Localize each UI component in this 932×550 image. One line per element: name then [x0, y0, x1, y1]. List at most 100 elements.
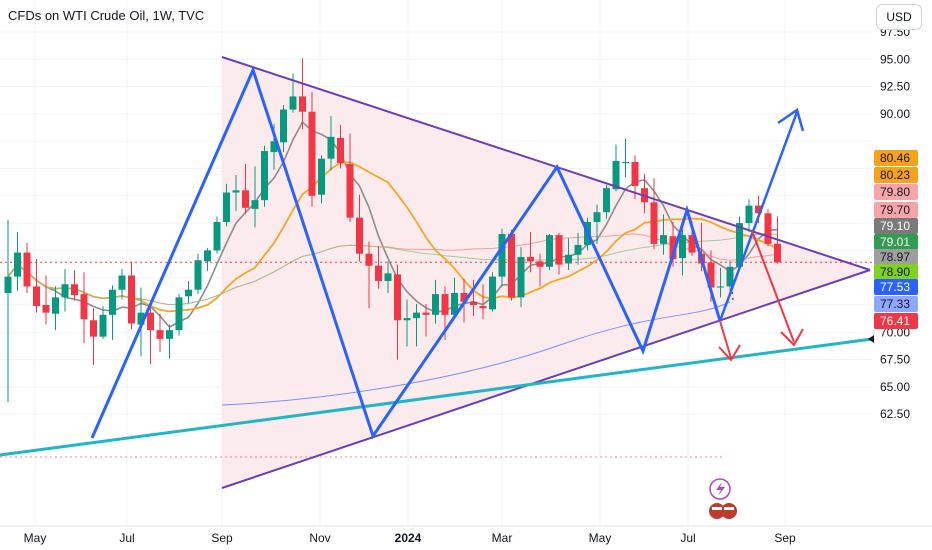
candle [375, 246, 382, 289]
candle [23, 242, 31, 293]
svg-text:80.46: 80.46 [880, 151, 910, 165]
candle [166, 324, 173, 359]
candle [403, 299, 411, 347]
svg-text:76.41: 76.41 [880, 314, 910, 328]
candle [80, 272, 88, 344]
candle [593, 204, 601, 244]
price-tag: 77.33 [874, 296, 918, 312]
candle [764, 208, 772, 247]
candle [517, 247, 525, 308]
svg-text:79.01: 79.01 [880, 235, 910, 249]
candle [451, 277, 458, 318]
candle [498, 228, 506, 287]
candle [299, 58, 306, 130]
candle [242, 164, 249, 214]
time-tick-label: Sep [774, 531, 796, 545]
svg-text:79.70: 79.70 [880, 203, 910, 217]
candle [147, 303, 154, 364]
time-tick-label: Jul [119, 531, 134, 545]
price-tag: 79.80 [874, 184, 918, 200]
price-tick-label: 92.50 [880, 80, 910, 94]
candle [337, 124, 344, 169]
price-tag: 80.46 [874, 150, 918, 166]
candle [42, 275, 50, 325]
time-tick-label: 2024 [395, 531, 422, 545]
candle [527, 231, 534, 273]
candle [660, 214, 667, 255]
lightning-glyph [716, 482, 725, 496]
price-tick-label: 90.00 [880, 107, 910, 121]
candle [432, 279, 439, 324]
candle [318, 155, 325, 204]
price-tag: 78.97 [874, 249, 918, 265]
candle [194, 253, 202, 295]
candle [99, 306, 107, 339]
price-tick-label: 65.00 [880, 380, 910, 394]
candle [612, 144, 620, 192]
svg-text:77.53: 77.53 [880, 280, 910, 294]
price-tag: 79.10 [874, 218, 918, 234]
candle [137, 287, 145, 357]
time-tick-label: Sep [211, 531, 233, 545]
currency-button[interactable]: USD [876, 4, 922, 30]
candle [185, 280, 192, 303]
projection-arrows [718, 107, 805, 362]
candles [4, 58, 781, 403]
candle [622, 139, 629, 178]
price-tags: 80.46 80.23 79.80 79.70 79.10 79.0178.9778.90… [868, 150, 918, 343]
candle [61, 268, 69, 312]
flag-icon[interactable] [721, 503, 737, 519]
time-tick-label: Mar [492, 531, 513, 545]
price-tag: 79.01 [874, 234, 918, 250]
price-tick-label: 62.50 [880, 407, 910, 421]
candle [118, 268, 126, 300]
candle [365, 241, 373, 309]
candle [90, 308, 97, 366]
candle [413, 303, 420, 347]
candle [223, 183, 230, 227]
price-tag: 78.90 [874, 264, 918, 280]
candle [232, 175, 240, 212]
candle [213, 216, 221, 254]
candle [489, 272, 496, 312]
svg-text:78.90: 78.90 [880, 265, 910, 279]
candle [175, 294, 183, 336]
candle [128, 262, 135, 330]
price-tick-label: 67.50 [880, 353, 910, 367]
candle [745, 199, 753, 232]
symbol-title: CFDs on WTI Crude Oil, 1W, TVC [8, 8, 205, 23]
svg-text:80.23: 80.23 [880, 168, 910, 182]
price-tag: 77.53 [874, 279, 918, 295]
price-tag: 80.23 [874, 167, 918, 183]
candle [546, 234, 553, 271]
candle [280, 105, 287, 153]
price-tag: 76.41 [874, 313, 918, 329]
candle [470, 279, 477, 316]
svg-text:77.33: 77.33 [880, 297, 910, 311]
candle [109, 285, 116, 340]
candle [717, 267, 724, 298]
current-marker [868, 335, 874, 343]
wave-drawing [90, 65, 734, 440]
price-tag: 79.70 [874, 202, 918, 218]
candle [327, 116, 335, 171]
candle [422, 303, 430, 337]
price-tick-label: 95.00 [880, 52, 910, 66]
candle [156, 313, 164, 352]
candle [508, 229, 515, 301]
candle [679, 229, 686, 276]
candle [394, 264, 401, 360]
trendlines [0, 56, 873, 489]
candle [52, 286, 59, 331]
candle [346, 133, 354, 223]
candle [204, 248, 211, 272]
candle [251, 166, 259, 228]
candle [603, 184, 610, 219]
time-axis: May Jul Sep Nov 2024 Mar May Jul Sep [0, 525, 932, 545]
time-tick-label: May [589, 531, 612, 545]
candle [33, 259, 40, 313]
triangle-pattern-fill [222, 57, 870, 488]
candle [14, 231, 21, 291]
candle [565, 238, 572, 271]
